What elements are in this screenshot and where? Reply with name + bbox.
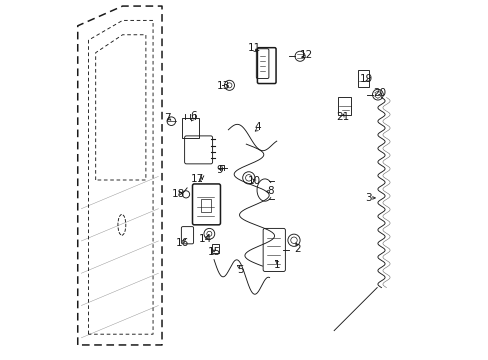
Text: 17: 17 [190,174,203,184]
Text: 2: 2 [294,244,300,254]
Text: 14: 14 [199,234,212,244]
Text: 12: 12 [299,50,312,60]
Text: 9: 9 [216,165,223,175]
Text: 6: 6 [190,111,197,121]
Text: 15: 15 [207,247,220,257]
Text: 8: 8 [266,186,273,197]
Bar [201,199,210,212]
Bar [212,244,219,253]
Text: 21: 21 [336,112,349,122]
Text: 11: 11 [247,43,261,53]
Text: 4: 4 [254,122,261,132]
Text: 5: 5 [236,265,243,275]
Text: 16: 16 [176,238,189,248]
Text: 3: 3 [364,193,371,203]
Text: 18: 18 [171,189,184,199]
Text: 1: 1 [274,260,280,270]
Text: 13: 13 [217,81,230,91]
Text: 19: 19 [359,74,372,84]
Text: 7: 7 [163,113,170,123]
Text: 20: 20 [373,88,386,98]
Text: 10: 10 [247,176,261,186]
